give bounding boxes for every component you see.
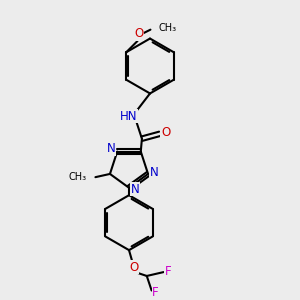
Text: N: N	[107, 142, 116, 155]
Text: O: O	[129, 261, 139, 274]
Text: HN: HN	[120, 110, 138, 123]
Text: F: F	[165, 265, 171, 278]
Text: N: N	[130, 183, 139, 196]
Text: F: F	[152, 286, 159, 298]
Text: CH₃: CH₃	[158, 23, 177, 33]
Text: O: O	[161, 126, 170, 139]
Text: N: N	[149, 166, 158, 179]
Text: O: O	[134, 27, 144, 40]
Text: CH₃: CH₃	[68, 172, 86, 182]
